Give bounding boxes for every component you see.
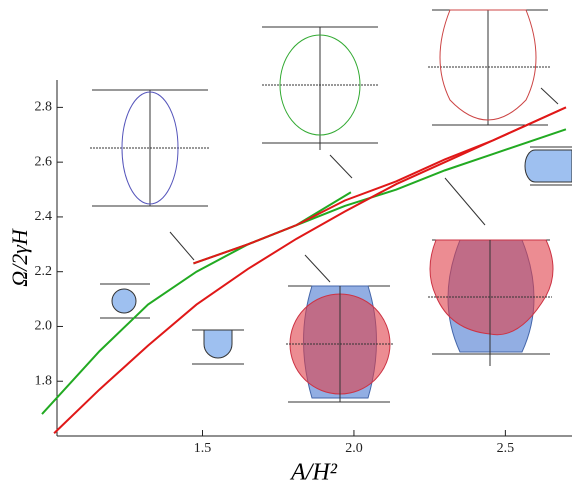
x-axis-title: A/H² — [289, 460, 338, 486]
y-tick-label: 2.4 — [35, 209, 53, 224]
y-tick-label: 1.8 — [35, 373, 53, 388]
y-axis-title: Ω/2γH — [7, 228, 32, 287]
y-tick-label: 2.6 — [35, 154, 53, 169]
y-tick-label: 2.8 — [35, 100, 53, 115]
x-tick-label: 2.0 — [345, 441, 363, 456]
y-tick-label: 2.2 — [35, 264, 53, 279]
x-tick-label: 2.5 — [497, 441, 515, 456]
x-tick-label: 1.5 — [194, 441, 212, 456]
insets — [90, 9, 572, 403]
line-series — [53, 106, 567, 434]
line-series — [193, 106, 567, 265]
y-tick-label: 2.0 — [35, 319, 53, 334]
